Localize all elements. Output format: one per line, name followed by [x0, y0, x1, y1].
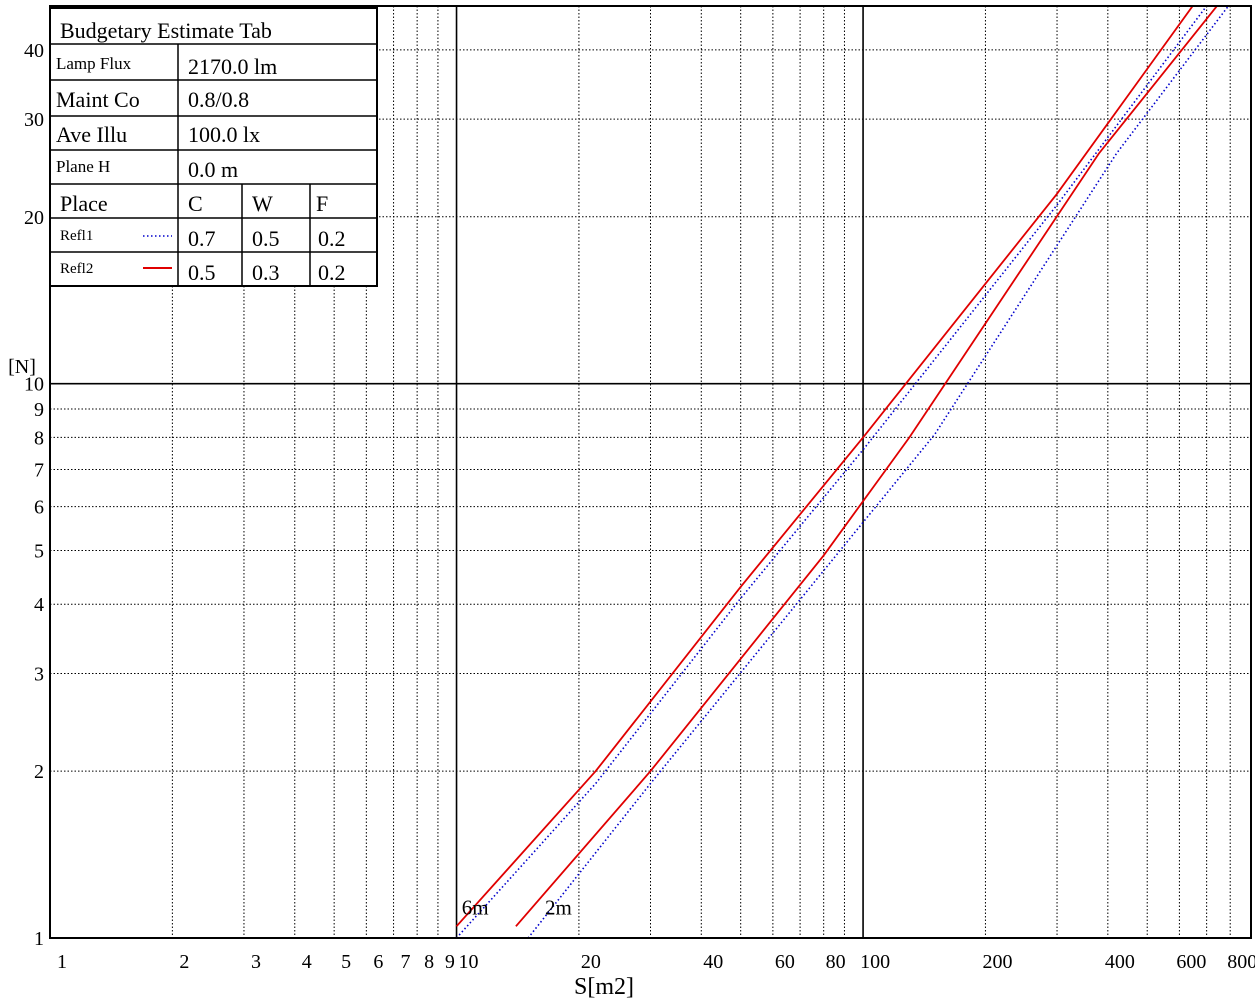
x-tick-label: 4	[302, 951, 312, 973]
series-line-2m-refl1	[527, 6, 1230, 938]
series-line-6m-refl2	[455, 6, 1194, 927]
annotation-2m: 2m	[545, 895, 572, 919]
y-tick-label: 10	[24, 374, 44, 396]
refl2-w: 0.3	[252, 260, 280, 285]
series-line-2m-refl2	[515, 6, 1219, 927]
y-tick-label: 40	[24, 40, 44, 62]
y-tick-label: 6	[34, 497, 44, 519]
x-tick-label: 8	[424, 951, 434, 973]
x-tick-label: 200	[982, 951, 1012, 973]
maint-co-label: Maint Co	[56, 87, 140, 112]
x-tick-label: 40	[703, 951, 723, 973]
refl1-c: 0.7	[188, 226, 216, 251]
x-tick-label: 60	[775, 951, 795, 973]
lamp-flux-label: Lamp Flux	[56, 54, 132, 73]
y-tick-label: 30	[24, 109, 44, 131]
refl1-w: 0.5	[252, 226, 280, 251]
series-layer	[455, 6, 1230, 938]
refl1-f: 0.2	[318, 226, 346, 251]
annotation-6m: 6m	[462, 895, 489, 919]
f-header: F	[316, 191, 328, 216]
y-tick-label: 4	[34, 594, 44, 616]
y-tick-label: 8	[34, 427, 44, 449]
refl1-label: Refl1	[60, 228, 93, 244]
ave-illu-value: 100.0 lx	[188, 122, 260, 147]
plane-h-value: 0.0 m	[188, 157, 238, 182]
x-axis-title: S[m2]	[574, 974, 634, 1000]
place-header: Place	[60, 191, 108, 216]
table-border	[49, 7, 378, 287]
table-title: Budgetary Estimate Tab	[60, 18, 272, 43]
x-tick-label: 400	[1105, 951, 1135, 973]
series-line-6m-refl1	[455, 6, 1208, 938]
plot-border	[49, 5, 1252, 939]
x-tick-label: 6	[373, 951, 383, 973]
x-tick-labels: 1 2 3 4 5 6 7 8 9 10 20 40 60 80 100 200 400 600 800	[57, 951, 1255, 973]
refl2-c: 0.5	[188, 260, 216, 285]
x-tick-label: 7	[401, 951, 411, 973]
y-tick-label: 5	[34, 541, 44, 563]
x-tick-label: 5	[341, 951, 351, 973]
x-tick-label: 2	[179, 951, 189, 973]
y-tick-label: 2	[34, 761, 44, 783]
y-axis-title: [N]	[8, 356, 36, 378]
lamp-flux-value: 2170.0 lm	[188, 54, 277, 79]
maint-co-value: 0.8/0.8	[188, 87, 249, 112]
plot-frame	[49, 5, 1252, 939]
x-tick-label: 1	[57, 951, 67, 973]
y-tick-label: 1	[34, 928, 44, 950]
x-tick-label: 10	[459, 951, 479, 973]
y-tick-label: 20	[24, 207, 44, 229]
plane-h-label: Plane H	[56, 157, 110, 176]
w-header: W	[252, 191, 273, 216]
x-tick-label: 9	[445, 951, 455, 973]
y-tick-labels: 1 2 3 4 5 6 7 8 9 10 20 30 40	[24, 40, 44, 950]
refl2-label: Refl2	[60, 261, 93, 277]
c-header: C	[188, 191, 203, 216]
x-tick-label: 20	[581, 951, 601, 973]
refl2-f: 0.2	[318, 260, 346, 285]
x-tick-label: 80	[826, 951, 846, 973]
x-tick-label: 600	[1176, 951, 1206, 973]
y-tick-label: 3	[34, 664, 44, 686]
ave-illu-label: Ave Illu	[56, 122, 127, 147]
x-tick-label: 100	[860, 951, 890, 973]
x-tick-label: 3	[251, 951, 261, 973]
annotation-layer: 6m 2m	[462, 895, 572, 919]
y-tick-label: 7	[34, 460, 44, 482]
y-tick-label: 9	[34, 399, 44, 421]
x-tick-label: 800	[1227, 951, 1255, 973]
legend-table: Budgetary Estimate Tab Lamp Flux 2170.0 …	[49, 7, 378, 287]
